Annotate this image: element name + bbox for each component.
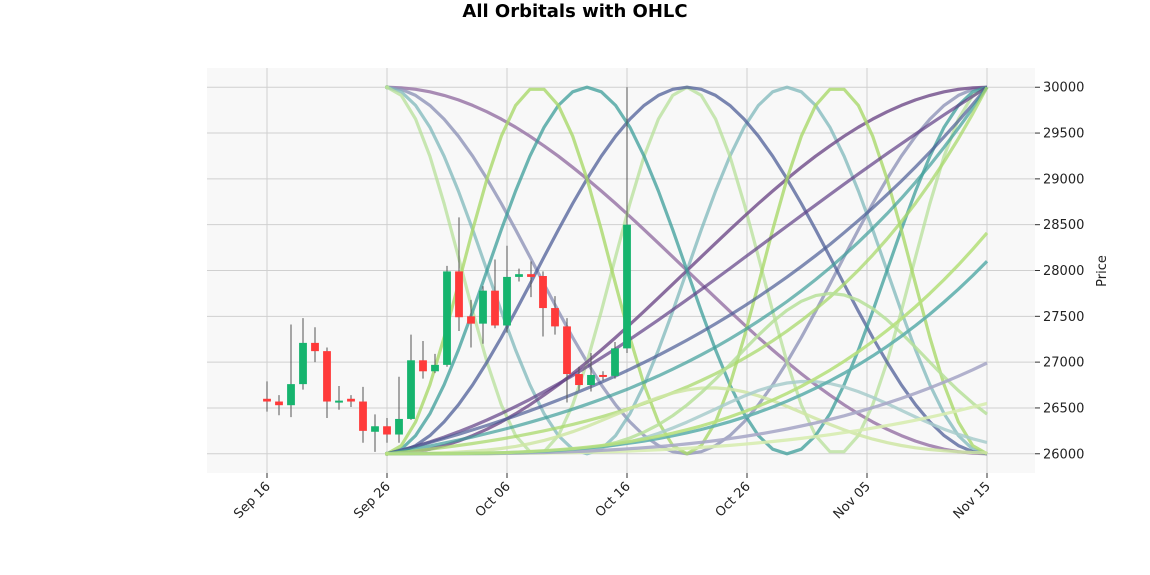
y-tick-label: 29500 bbox=[1043, 127, 1084, 142]
orbital-line bbox=[386, 85, 988, 456]
candle-body bbox=[347, 398, 355, 402]
candle-body bbox=[407, 360, 415, 419]
candle-body bbox=[491, 290, 499, 326]
candle-body bbox=[431, 364, 439, 372]
candle-body bbox=[515, 274, 523, 277]
candle-body bbox=[527, 274, 535, 277]
candle-body bbox=[335, 400, 343, 403]
candle-body bbox=[287, 384, 295, 406]
x-tick-label: Oct 06 bbox=[473, 479, 514, 520]
orbital-line bbox=[386, 386, 988, 456]
x-tick-label: Oct 26 bbox=[713, 479, 754, 520]
x-tick-label: Sep 16 bbox=[231, 479, 274, 522]
orbital-line bbox=[386, 85, 988, 456]
candle-body bbox=[551, 308, 559, 327]
candle-body bbox=[623, 224, 631, 349]
orbital-start-marker bbox=[385, 451, 389, 456]
candle-body bbox=[467, 316, 475, 324]
candle-body bbox=[599, 374, 607, 377]
orbital-line bbox=[387, 231, 989, 456]
x-tick-label: Nov 15 bbox=[951, 479, 994, 522]
y-tick-label: 30000 bbox=[1043, 81, 1084, 96]
candlesticks bbox=[263, 87, 631, 452]
candle-body bbox=[359, 401, 367, 431]
y-tick-label: 28000 bbox=[1043, 264, 1084, 279]
y-tick-label: 26500 bbox=[1043, 401, 1084, 416]
candle-body bbox=[419, 360, 427, 372]
y-axis-label: Price bbox=[1095, 255, 1110, 287]
orbital-line bbox=[386, 87, 988, 456]
orbital-start-marker bbox=[385, 85, 389, 90]
y-tick-label: 28500 bbox=[1043, 218, 1084, 233]
orbital-line bbox=[386, 85, 988, 456]
candle-body bbox=[503, 276, 511, 326]
orbital-line bbox=[386, 86, 989, 456]
y-tick-label: 29000 bbox=[1043, 172, 1084, 187]
candle-body bbox=[275, 401, 283, 406]
candle-body bbox=[323, 351, 331, 402]
x-tick-label: Oct 16 bbox=[593, 479, 634, 520]
x-axis: Sep 16 Sep 26 Oct 06 Oct 16 Oct 26 Nov 05 Nov … bbox=[231, 473, 994, 522]
orbital-line bbox=[386, 86, 989, 456]
y-axis: 26000 26500 27000 27500 28000 28500 29000 29500… bbox=[1035, 81, 1084, 462]
candle-body bbox=[455, 271, 463, 318]
candle-body bbox=[383, 426, 391, 435]
candle-body bbox=[575, 374, 583, 386]
candle-body bbox=[611, 348, 619, 376]
candle-body bbox=[311, 342, 319, 352]
candle-body bbox=[539, 275, 547, 309]
candle-body bbox=[263, 398, 271, 402]
orbital-curves bbox=[385, 85, 989, 456]
chart-title: All Orbitals with OHLC bbox=[462, 1, 687, 22]
candle-body bbox=[563, 326, 571, 375]
x-tick-label: Sep 26 bbox=[351, 479, 394, 522]
x-tick-label: Nov 05 bbox=[831, 479, 874, 522]
grid-lines bbox=[207, 68, 1035, 473]
y-tick-label: 27000 bbox=[1043, 356, 1084, 371]
orbital-line bbox=[386, 86, 989, 456]
candle-body bbox=[443, 271, 451, 365]
y-tick-label: 27500 bbox=[1043, 310, 1084, 325]
candle-body bbox=[587, 374, 595, 386]
candle-body bbox=[299, 342, 307, 385]
candle-body bbox=[371, 426, 379, 432]
candle-body bbox=[395, 418, 403, 435]
y-tick-label: 26000 bbox=[1043, 447, 1084, 462]
candle-body bbox=[479, 290, 487, 324]
